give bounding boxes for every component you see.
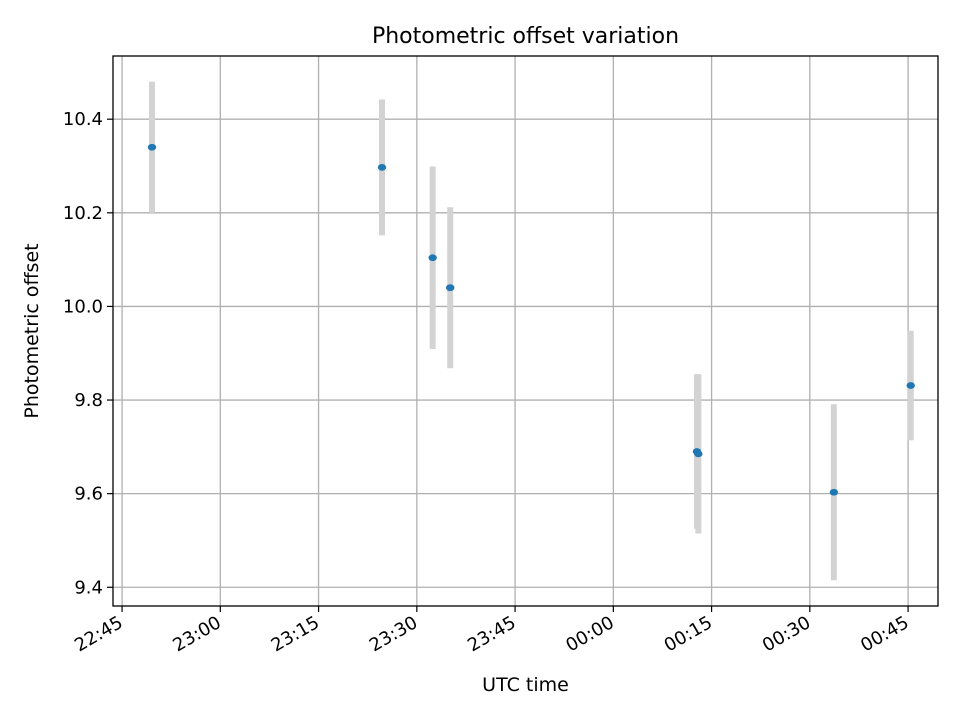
chart-title: Photometric offset variation (372, 24, 679, 49)
y-tick-label: 10.4 (63, 109, 103, 130)
data-point (147, 143, 157, 151)
data-point (377, 164, 387, 171)
y-tick-label: 9.8 (74, 390, 103, 411)
grid (113, 56, 938, 606)
y-axis-label: Photometric offset (21, 243, 43, 418)
data-point (829, 488, 839, 496)
y-tick-label: 10.2 (63, 203, 103, 224)
data-point (906, 382, 915, 389)
y-tick-label: 9.6 (74, 484, 103, 505)
y-tick-label: 9.4 (74, 577, 103, 598)
y-tick-label: 10.0 (63, 296, 103, 317)
plot-frame (112, 55, 939, 607)
x-axis-label: UTC time (482, 674, 569, 696)
data-point (694, 450, 703, 458)
data-point (428, 254, 437, 262)
data-point (446, 284, 455, 292)
y-axis-ticks: 9.4 9.6 9.8 10.0 10.2 10.4 (63, 109, 113, 598)
data-points (147, 143, 915, 496)
